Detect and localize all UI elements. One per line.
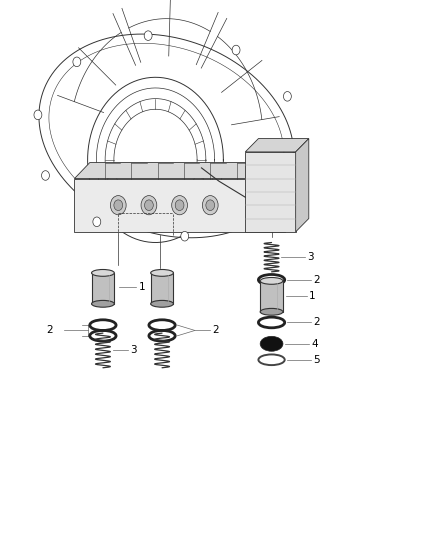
Ellipse shape (151, 301, 173, 307)
Text: 2: 2 (212, 326, 219, 335)
Text: 2: 2 (46, 326, 53, 335)
Bar (92, 273, 114, 304)
Circle shape (141, 196, 157, 215)
Polygon shape (245, 152, 296, 232)
Text: 1: 1 (138, 282, 145, 292)
Ellipse shape (151, 270, 173, 276)
Text: 2: 2 (313, 318, 320, 327)
Circle shape (206, 200, 215, 211)
Ellipse shape (260, 309, 283, 315)
Ellipse shape (260, 336, 283, 351)
Circle shape (114, 200, 123, 211)
Circle shape (73, 57, 81, 67)
Text: 1: 1 (309, 292, 316, 301)
Text: 2: 2 (313, 275, 320, 285)
Circle shape (110, 196, 126, 215)
Ellipse shape (260, 278, 283, 284)
Circle shape (181, 231, 189, 241)
Ellipse shape (92, 301, 114, 307)
Circle shape (93, 217, 101, 227)
Polygon shape (74, 163, 300, 179)
Circle shape (172, 196, 187, 215)
Circle shape (232, 45, 240, 55)
Bar (151, 273, 173, 304)
Circle shape (144, 31, 152, 41)
Text: 4: 4 (311, 339, 318, 349)
Ellipse shape (92, 270, 114, 276)
Circle shape (175, 200, 184, 211)
Circle shape (291, 152, 299, 162)
Polygon shape (245, 139, 309, 152)
Bar (260, 281, 283, 312)
Polygon shape (74, 179, 285, 232)
Text: 3: 3 (307, 252, 314, 262)
Circle shape (202, 196, 218, 215)
Text: 5: 5 (313, 355, 320, 365)
Text: 3: 3 (130, 345, 137, 356)
Circle shape (145, 200, 153, 211)
Circle shape (42, 171, 49, 180)
Circle shape (283, 92, 291, 101)
Circle shape (252, 205, 260, 215)
Circle shape (34, 110, 42, 119)
Polygon shape (285, 163, 300, 232)
Polygon shape (296, 139, 309, 232)
